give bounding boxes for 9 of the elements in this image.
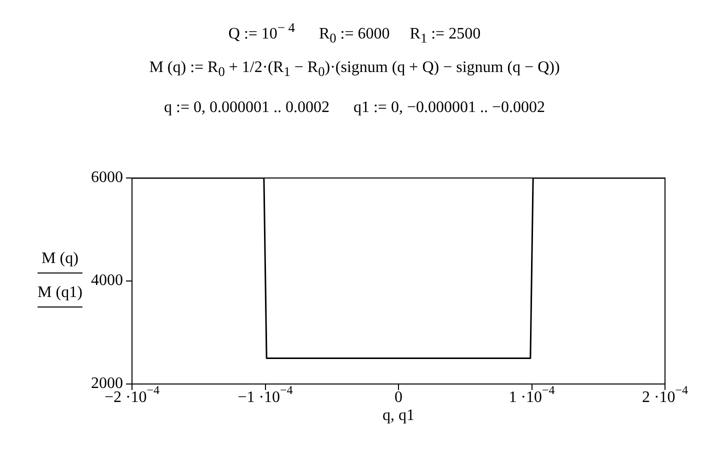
x-axis-title: q, q1 xyxy=(382,407,414,424)
y-tick-label: 4000 xyxy=(91,272,123,290)
text: q := 0, 0.000001 .. 0.0002 q1 := 0, −0.000001 .. −0.0002 xyxy=(163,98,546,118)
y-axis-title: M (q) M (q1) xyxy=(38,250,82,302)
y-tick-label: 2000 xyxy=(91,375,123,392)
x-tick-label: 0 xyxy=(394,389,402,406)
text: Q := 10$^{− 4}$ R$_{0}$ := 6000 R$_{1}$ := 2500 xyxy=(228,20,481,46)
text: M (q) := R$_{0}$ + 1/2·(R$_{1}$ − R$_{0}$)·(signum (q + Q) − signum (q − Q)) xyxy=(148,58,561,82)
y-tick-label: 6000 xyxy=(91,169,123,186)
